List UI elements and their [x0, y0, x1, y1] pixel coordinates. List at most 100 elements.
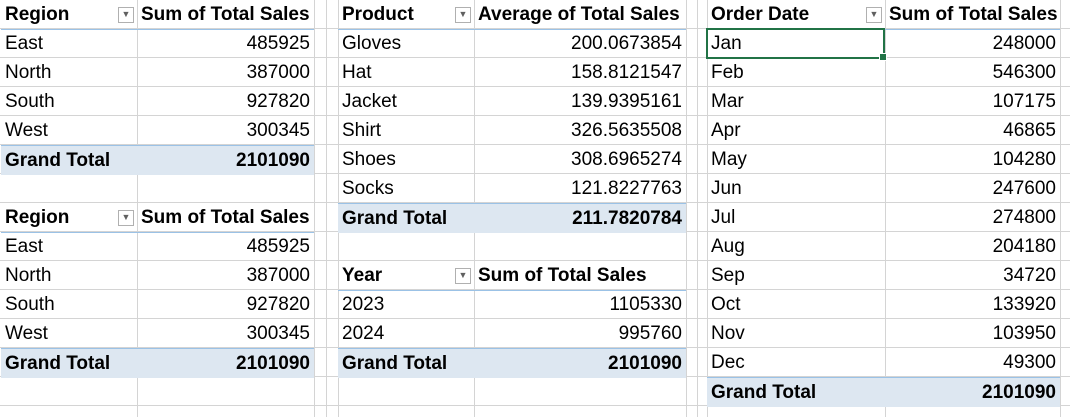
row-labels-header-text: Region	[5, 4, 70, 25]
grand-total-value[interactable]: 211.7820784	[572, 208, 682, 229]
value-cell[interactable]: 200.0673854	[571, 33, 682, 54]
pivot-row: Socks 121.8227763	[338, 174, 686, 203]
value-cell[interactable]: 274800	[992, 207, 1056, 228]
value-cell[interactable]: 139.9395161	[571, 91, 682, 112]
value-cell[interactable]: 49300	[1003, 352, 1056, 373]
column-divider	[314, 0, 315, 417]
value-cell[interactable]: 133920	[992, 294, 1056, 315]
value-cell[interactable]: 248000	[992, 33, 1056, 54]
row-divider	[0, 405, 1070, 406]
value-cell[interactable]: 326.5635508	[571, 120, 682, 141]
value-cell[interactable]: 387000	[246, 265, 310, 286]
row-labels-header-text: Product	[342, 4, 414, 25]
value-cell[interactable]: 927820	[246, 91, 310, 112]
row-label-cell[interactable]: Jan	[711, 33, 742, 54]
values-header[interactable]: Sum of Total Sales	[141, 207, 310, 228]
row-label-cell[interactable]: May	[711, 149, 747, 170]
grand-total-value[interactable]: 2101090	[608, 353, 682, 374]
value-cell[interactable]: 107175	[992, 91, 1056, 112]
pivot-row: Nov 103950	[707, 319, 1060, 348]
value-cell[interactable]: 121.8227763	[571, 178, 682, 199]
value-cell[interactable]: 995760	[618, 323, 682, 344]
row-divider	[0, 347, 1070, 348]
filter-dropdown-icon[interactable]: ▼	[455, 267, 471, 284]
pivot-row: May 104280	[707, 145, 1060, 174]
value-cell[interactable]: 103950	[992, 323, 1056, 344]
pivot-row: Apr 46865	[707, 116, 1060, 145]
values-header[interactable]: Average of Total Sales	[478, 4, 680, 25]
grand-total-label[interactable]: Grand Total	[5, 150, 111, 171]
row-label-cell[interactable]: 2024	[342, 323, 385, 344]
pivot-header-row: Product ▼ Average of Total Sales	[338, 0, 686, 30]
values-header[interactable]: Sum of Total Sales	[889, 4, 1058, 25]
row-label-cell[interactable]: West	[5, 323, 48, 344]
grand-total-label[interactable]: Grand Total	[711, 382, 817, 403]
pivot-row: Sep 34720	[707, 261, 1060, 290]
filter-dropdown-icon[interactable]: ▼	[118, 209, 134, 226]
grand-total-value[interactable]: 2101090	[982, 382, 1056, 403]
row-label-cell[interactable]: Jul	[711, 207, 736, 228]
filter-dropdown-icon[interactable]: ▼	[455, 6, 471, 23]
row-labels-header[interactable]: Product ▼	[338, 0, 474, 29]
row-label-cell[interactable]: Jacket	[342, 91, 397, 112]
row-label-cell[interactable]: Mar	[711, 91, 744, 112]
pivot-row: Jun 247600	[707, 174, 1060, 203]
row-divider	[0, 86, 1070, 87]
row-labels-header[interactable]: Region ▼	[1, 0, 137, 29]
value-cell[interactable]: 46865	[1003, 120, 1056, 141]
grand-total-label[interactable]: Grand Total	[342, 353, 448, 374]
value-cell[interactable]: 927820	[246, 294, 310, 315]
row-label-cell[interactable]: Nov	[711, 323, 745, 344]
value-cell[interactable]: 204180	[992, 236, 1056, 257]
grand-total-label[interactable]: Grand Total	[342, 208, 448, 229]
value-cell[interactable]: 300345	[246, 323, 310, 344]
filter-dropdown-icon[interactable]: ▼	[866, 6, 882, 23]
row-labels-header[interactable]: Year ▼	[338, 261, 474, 290]
value-cell[interactable]: 104280	[992, 149, 1056, 170]
row-label-cell[interactable]: Aug	[711, 236, 745, 257]
pivot-row: Jul 274800	[707, 203, 1060, 232]
row-label-cell[interactable]: Hat	[342, 62, 372, 83]
row-label-cell[interactable]: North	[5, 265, 52, 286]
row-label-cell[interactable]: Gloves	[342, 33, 402, 54]
value-cell[interactable]: 485925	[246, 236, 310, 257]
column-divider	[697, 0, 698, 417]
row-label-cell[interactable]: 2023	[342, 294, 385, 315]
row-label-cell[interactable]: Sep	[711, 265, 745, 286]
row-label-cell[interactable]: South	[5, 91, 55, 112]
value-cell[interactable]: 1105330	[609, 294, 682, 315]
grand-total-row: Grand Total 2101090	[1, 348, 314, 378]
grand-total-value[interactable]: 2101090	[236, 353, 310, 374]
value-cell[interactable]: 546300	[992, 62, 1056, 83]
row-label-cell[interactable]: North	[5, 62, 52, 83]
pivot-header-row: Region ▼ Sum of Total Sales	[1, 203, 314, 233]
values-header[interactable]: Sum of Total Sales	[478, 265, 647, 286]
row-labels-header-text: Region	[5, 207, 70, 228]
row-labels-header[interactable]: Order Date ▼	[707, 0, 885, 29]
row-label-cell[interactable]: Dec	[711, 352, 745, 373]
value-cell[interactable]: 485925	[246, 33, 310, 54]
row-label-cell[interactable]: Apr	[711, 120, 741, 141]
pivot-row: Hat 158.8121547	[338, 58, 686, 87]
row-label-cell[interactable]: Oct	[711, 294, 741, 315]
row-label-cell[interactable]: Jun	[711, 178, 742, 199]
row-label-cell[interactable]: East	[5, 236, 44, 257]
value-cell[interactable]: 300345	[246, 120, 310, 141]
values-header[interactable]: Sum of Total Sales	[141, 4, 310, 25]
row-label-cell[interactable]: West	[5, 120, 48, 141]
row-label-cell[interactable]: Feb	[711, 62, 744, 83]
row-label-cell[interactable]: Shirt	[342, 120, 382, 141]
row-labels-header[interactable]: Region ▼	[1, 203, 137, 232]
grand-total-label[interactable]: Grand Total	[5, 353, 111, 374]
value-cell[interactable]: 158.8121547	[571, 62, 682, 83]
row-label-cell[interactable]: South	[5, 294, 55, 315]
row-label-cell[interactable]: Shoes	[342, 149, 396, 170]
value-cell[interactable]: 247600	[992, 178, 1056, 199]
value-cell[interactable]: 387000	[246, 62, 310, 83]
value-cell[interactable]: 308.6965274	[571, 149, 682, 170]
row-label-cell[interactable]: East	[5, 33, 44, 54]
row-label-cell[interactable]: Socks	[342, 178, 394, 199]
value-cell[interactable]: 34720	[1003, 265, 1056, 286]
grand-total-value[interactable]: 2101090	[236, 150, 310, 171]
filter-dropdown-icon[interactable]: ▼	[118, 6, 134, 23]
